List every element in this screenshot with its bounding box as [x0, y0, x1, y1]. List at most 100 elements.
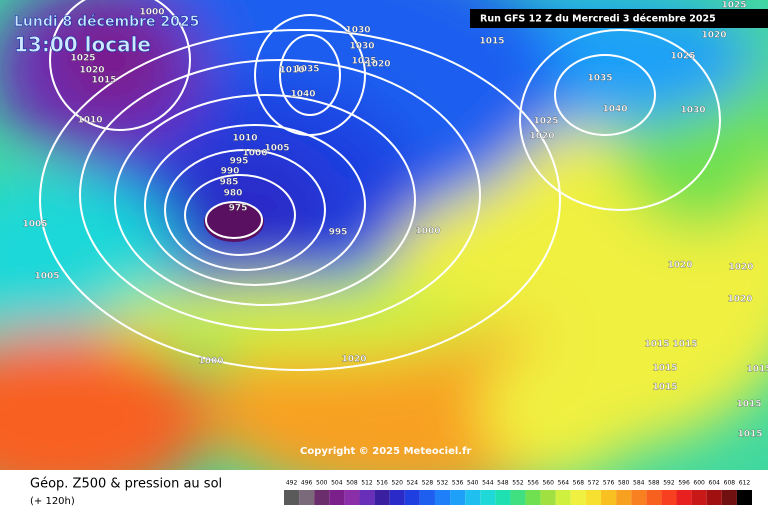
footer-label: Géop. Z500 & pression au sol [30, 477, 222, 492]
scale-label: 516 [376, 480, 388, 487]
scale-label: 512 [361, 480, 373, 487]
scale-label: 524 [407, 480, 419, 487]
scale-swatch [329, 490, 345, 505]
scale-label: 588 [648, 480, 660, 487]
scale-label: 608 [724, 480, 736, 487]
scale-label: 556 [527, 480, 539, 487]
scale-label: 576 [603, 480, 615, 487]
scale-swatch [495, 490, 511, 505]
isobar-label: 1040 [602, 105, 627, 115]
scale-swatch [570, 490, 586, 505]
scale-label: 500 [316, 480, 328, 487]
isobar-label: 1010 [232, 134, 257, 144]
scale-swatch [480, 490, 496, 505]
isobar-label: 980 [224, 189, 243, 199]
scale-swatch [525, 490, 541, 505]
isobar-label: 1015 [672, 340, 697, 350]
color-scale: 492 496 500 504 508 512 516 520 524 528 532 536 540 5… [284, 480, 752, 505]
isobar-label: 1030 [349, 42, 374, 52]
scale-swatch [314, 490, 330, 505]
isobar-label: 1020 [79, 66, 104, 76]
scale-swatch [434, 490, 451, 505]
isobar-label: 1015 [652, 364, 677, 374]
scale-label: 568 [573, 480, 585, 487]
isobar-label: 985 [220, 178, 239, 188]
isobar-label: 1015 [737, 430, 762, 440]
scale-swatch [450, 490, 466, 505]
scale-label: 496 [301, 480, 313, 487]
isobar-label: 1015 [479, 37, 504, 47]
isobar-label: 1025 [351, 57, 376, 67]
isobar-label: 1020 [365, 60, 390, 70]
scale-swatch [540, 490, 556, 505]
isobar-label: 1035 [587, 74, 612, 84]
scale-swatch [299, 490, 315, 505]
isobar-label: 1025 [70, 54, 95, 64]
scale-label: 548 [497, 480, 509, 487]
scale-swatch [374, 490, 390, 505]
isobar-label: 1040 [290, 90, 315, 100]
isobar-label: 1020 [728, 263, 753, 273]
scale-label: 584 [633, 480, 645, 487]
isobar-label: 1010 [279, 66, 304, 76]
isobar-label: 1020 [341, 355, 366, 365]
isobar-label: 1005 [22, 220, 47, 230]
scale-swatch [646, 490, 662, 505]
scale-swatch [721, 490, 737, 505]
isobar-label: 1020 [727, 295, 752, 305]
scale-swatch [691, 490, 707, 505]
scale-label: 540 [467, 480, 479, 487]
scale-swatch [585, 490, 602, 505]
scale-label: 564 [558, 480, 570, 487]
scale-label: 492 [286, 480, 298, 487]
copyright: Copyright © 2025 Meteociel.fr [300, 446, 471, 457]
isobar-label: 1000 [242, 149, 267, 159]
isobar-label: 1000 [198, 357, 223, 367]
scale-swatch [344, 490, 360, 505]
scale-swatch [465, 490, 481, 505]
scale-label: 528 [422, 480, 434, 487]
isobar-label: 1020 [701, 31, 726, 41]
isobar-label: 1030 [345, 26, 370, 36]
footer-lead: (+ 120h) [30, 496, 75, 507]
scale-label: 520 [391, 480, 403, 487]
isobar-label: 1015 [91, 76, 116, 86]
scale-label: 596 [678, 480, 690, 487]
scale-swatch [601, 490, 617, 505]
scale-swatch [510, 490, 526, 505]
isobar-label: 1015 [644, 340, 669, 350]
scale-label: 504 [331, 480, 343, 487]
isobar-label: 1015 [746, 365, 768, 375]
scale-label: 536 [452, 480, 464, 487]
isobar-label: 995 [329, 228, 348, 238]
isobar-label: 1020 [667, 261, 692, 271]
isobar-label: 1015 [736, 400, 761, 410]
isobar-label: 975 [229, 204, 248, 214]
isobar-label: 1005 [264, 144, 289, 154]
scale-label: 560 [542, 480, 554, 487]
scale-swatch [661, 490, 677, 505]
scale-label: 544 [482, 480, 494, 487]
scale-swatch [359, 490, 375, 505]
run-info: Run GFS 12 Z du Mercredi 3 décembre 2025 [480, 14, 716, 25]
isobar-label: 1030 [680, 106, 705, 116]
isobar-label: 1025 [533, 117, 558, 127]
isobar-label: 1010 [77, 116, 102, 126]
isobar-label: 1025 [721, 1, 746, 11]
scale-swatch [616, 490, 632, 505]
isobar-label: 1015 [652, 383, 677, 393]
scale-swatch [419, 490, 435, 505]
scale-swatch [284, 490, 300, 505]
isobar-label: 1025 [670, 52, 695, 62]
isobar-label: 1020 [529, 132, 554, 142]
scale-swatch [631, 490, 647, 505]
scale-swatch [706, 490, 722, 505]
map-date: Lundi 8 décembre 2025 [14, 14, 199, 30]
isobar-labels: 1000102510201015101010301030102510201035… [22, 0, 768, 440]
scale-label: 580 [618, 480, 630, 487]
run-banner [470, 9, 768, 28]
scale-swatch [404, 490, 420, 505]
scale-swatch [389, 490, 405, 505]
